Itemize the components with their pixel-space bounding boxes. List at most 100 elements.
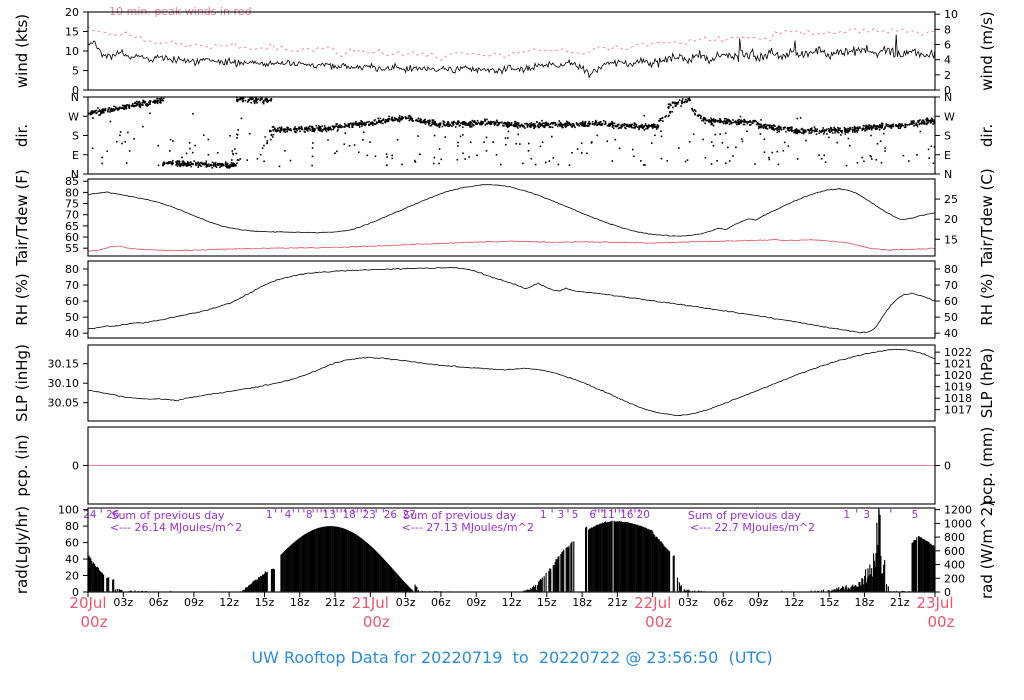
svg-text:09z: 09z [466,596,486,609]
svg-text:10: 10 [944,8,958,21]
svg-text:30.15: 30.15 [48,358,80,371]
svg-text:3: 3 [558,509,565,521]
svg-text:Sum of previous day: Sum of previous day [111,509,225,522]
svg-text:70: 70 [944,279,958,292]
svg-text:RH (%): RH (%) [978,273,996,325]
svg-text:N: N [71,91,79,104]
svg-text:8: 8 [306,509,313,521]
svg-text:12z: 12z [502,596,522,609]
svg-text:0: 0 [944,460,951,473]
svg-text:75: 75 [65,198,79,211]
svg-text:15: 15 [944,233,958,246]
svg-text:1: 1 [266,509,273,521]
svg-text:0: 0 [72,586,79,599]
svg-text:5: 5 [572,509,579,521]
svg-text:15z: 15z [255,596,275,609]
svg-text:20: 20 [65,570,79,583]
svg-text:11: 11 [601,509,614,521]
svg-text:20: 20 [65,6,79,19]
svg-text:60: 60 [65,295,79,308]
svg-text:50: 50 [65,311,79,324]
svg-text:N: N [944,168,952,181]
svg-text:dir.: dir. [13,124,31,147]
svg-text:E: E [72,149,79,162]
svg-text:26: 26 [384,509,398,521]
svg-text:06z: 06z [149,596,169,609]
rad-sum-annotation: Sum of previous day<--- 27.13 MJoules/m^… [402,509,534,534]
svg-text:SLP (hPa): SLP (hPa) [978,348,996,418]
svg-text:00z: 00z [928,613,955,631]
svg-text:rad(Lgly/hr): rad(Lgly/hr) [13,506,31,594]
svg-text:0: 0 [944,84,951,97]
svg-text:00z: 00z [363,613,390,631]
svg-text:Sum of previous day: Sum of previous day [403,509,517,522]
svg-text:W: W [944,110,955,123]
svg-text:03z: 03z [396,596,416,609]
svg-text:03z: 03z [113,596,133,609]
svg-text:70: 70 [65,279,79,292]
svg-text:100: 100 [58,504,79,517]
svg-text:40: 40 [944,327,958,340]
svg-text:60: 60 [944,295,958,308]
svg-text:200: 200 [944,572,965,585]
svg-text:30.05: 30.05 [48,397,80,410]
svg-text:0: 0 [72,84,79,97]
svg-text:Tair/Tdew (C): Tair/Tdew (C) [978,168,996,267]
svg-text:60: 60 [65,231,79,244]
svg-text:5: 5 [912,509,919,521]
svg-text:18z: 18z [572,596,592,609]
svg-text:23Jul: 23Jul [916,594,953,612]
svg-text:8: 8 [944,23,951,36]
svg-text:16: 16 [620,509,634,521]
svg-text:N: N [944,91,952,104]
svg-text:65: 65 [65,220,79,233]
svg-text:10: 10 [65,45,79,58]
svg-text:80: 80 [944,263,958,276]
svg-text:27: 27 [402,509,415,521]
svg-text:20: 20 [944,213,958,226]
svg-text:60: 60 [65,537,79,550]
svg-text:W: W [68,110,79,123]
svg-text:1: 1 [540,509,547,521]
svg-text:1000: 1000 [944,517,972,530]
svg-text:600: 600 [944,545,965,558]
svg-text:Tair/Tdew (F): Tair/Tdew (F) [13,169,31,267]
svg-text:55: 55 [65,242,79,255]
svg-text:22Jul: 22Jul [634,594,671,612]
svg-text:1021: 1021 [944,358,972,371]
panel-rh: 40 50 60 70 80 40 50 60 70 80 RH (%) RH (%) [13,260,996,340]
svg-text:E: E [944,149,951,162]
svg-text:4: 4 [944,54,951,67]
svg-text:09z: 09z [184,596,204,609]
svg-text:800: 800 [944,531,965,544]
svg-text:4: 4 [285,509,292,521]
svg-text:09z: 09z [749,596,769,609]
svg-text:18: 18 [342,509,355,521]
svg-text:0: 0 [72,460,79,473]
svg-text:50: 50 [944,311,958,324]
svg-text:RH (%): RH (%) [13,273,31,325]
svg-text:wind (kts): wind (kts) [13,14,31,88]
svg-text:S: S [944,130,951,143]
svg-text:pcp. (in): pcp. (in) [13,434,31,496]
svg-text:pcp. (mm): pcp. (mm) [978,427,996,505]
svg-text:06z: 06z [713,596,733,609]
svg-text:1200: 1200 [944,504,972,517]
svg-text:21Jul: 21Jul [352,594,389,612]
svg-text:Sum of previous day: Sum of previous day [688,509,802,522]
svg-text:15z: 15z [537,596,557,609]
rad-sum-annotation: Sum of previous day<--- 22.7 MJoules/m^2 [688,509,815,534]
svg-text:80: 80 [65,520,79,533]
rad-cumulative-numbers: 24 26 1 4 8 13 18 23 26 27 1 3 5 6 11 16 20 1 3 5 [83,509,918,521]
svg-text:3: 3 [863,509,870,521]
svg-text:S: S [72,130,79,143]
svg-text:dir.: dir. [978,124,996,147]
svg-text:2: 2 [944,69,951,82]
svg-text:24: 24 [83,509,97,521]
panel-wind: 10 min. peak winds in red051015200246810… [13,5,996,97]
svg-text:00z: 00z [81,613,108,631]
svg-text:1022: 1022 [944,346,972,359]
